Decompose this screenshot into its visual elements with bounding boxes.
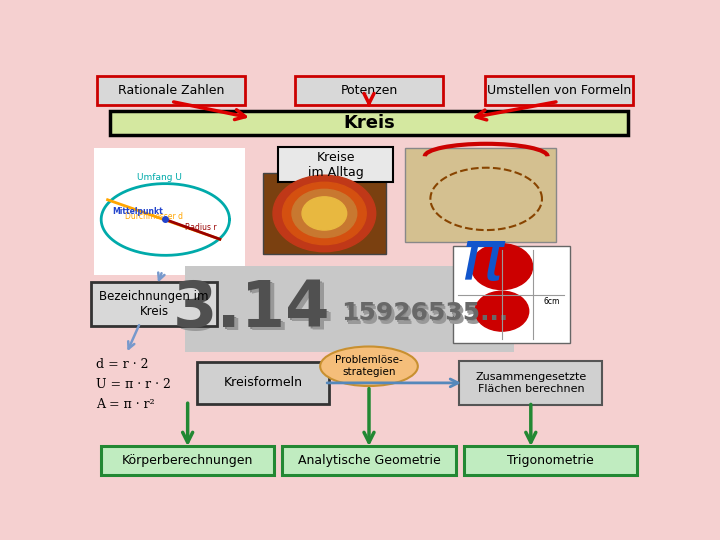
FancyBboxPatch shape: [91, 282, 217, 326]
Text: Rationale Zahlen: Rationale Zahlen: [118, 84, 224, 97]
Bar: [405, 148, 556, 241]
Text: Bezeichnungen im
Kreis: Bezeichnungen im Kreis: [99, 290, 209, 318]
Text: 6cm: 6cm: [544, 296, 560, 306]
Text: Trigonometrie: Trigonometrie: [507, 454, 594, 467]
Text: Radius r: Radius r: [185, 223, 217, 232]
Circle shape: [282, 183, 366, 245]
Bar: [263, 173, 386, 254]
Text: Problemlöse-
strategien: Problemlöse- strategien: [335, 355, 403, 377]
Text: 15926535...: 15926535...: [345, 305, 512, 328]
Text: 15926535...: 15926535...: [341, 301, 508, 325]
Ellipse shape: [320, 347, 418, 386]
FancyBboxPatch shape: [485, 77, 633, 105]
Bar: [185, 266, 514, 352]
FancyBboxPatch shape: [459, 361, 602, 405]
Circle shape: [471, 244, 533, 289]
Bar: [109, 111, 629, 136]
FancyBboxPatch shape: [96, 77, 245, 105]
Circle shape: [292, 190, 356, 238]
Text: Kreisformeln: Kreisformeln: [223, 376, 302, 389]
FancyBboxPatch shape: [101, 446, 274, 475]
Text: 15926535...: 15926535...: [343, 303, 510, 327]
Text: 3.14: 3.14: [176, 281, 334, 343]
Text: d = r · 2
U = π · r · 2
A = π · r²: d = r · 2 U = π · r · 2 A = π · r²: [96, 358, 171, 411]
Circle shape: [475, 291, 528, 331]
Text: Mittelpunkt: Mittelpunkt: [112, 207, 163, 216]
Text: Potenzen: Potenzen: [341, 84, 397, 97]
FancyBboxPatch shape: [197, 362, 329, 404]
Text: Durchmesser d: Durchmesser d: [125, 212, 183, 221]
Text: Umfang U: Umfang U: [138, 173, 182, 181]
Circle shape: [302, 197, 347, 230]
Text: Kreise
im Alltag: Kreise im Alltag: [307, 151, 364, 179]
Text: Analytische Geometrie: Analytische Geometrie: [297, 454, 441, 467]
Text: Körperberechnungen: Körperberechnungen: [122, 454, 253, 467]
Bar: [94, 148, 245, 275]
Text: Umstellen von Formeln: Umstellen von Formeln: [487, 84, 631, 97]
Text: 3.14: 3.14: [175, 280, 332, 342]
Text: 3.14: 3.14: [173, 278, 330, 340]
FancyBboxPatch shape: [294, 77, 444, 105]
FancyBboxPatch shape: [464, 446, 637, 475]
Bar: [453, 246, 570, 343]
FancyBboxPatch shape: [282, 446, 456, 475]
Text: $\pi$: $\pi$: [460, 226, 507, 295]
Text: Zusammengesetzte
Flächen berechnen: Zusammengesetzte Flächen berechnen: [475, 372, 587, 394]
FancyBboxPatch shape: [278, 147, 393, 183]
Text: Kreis: Kreis: [343, 114, 395, 132]
Circle shape: [273, 175, 376, 252]
